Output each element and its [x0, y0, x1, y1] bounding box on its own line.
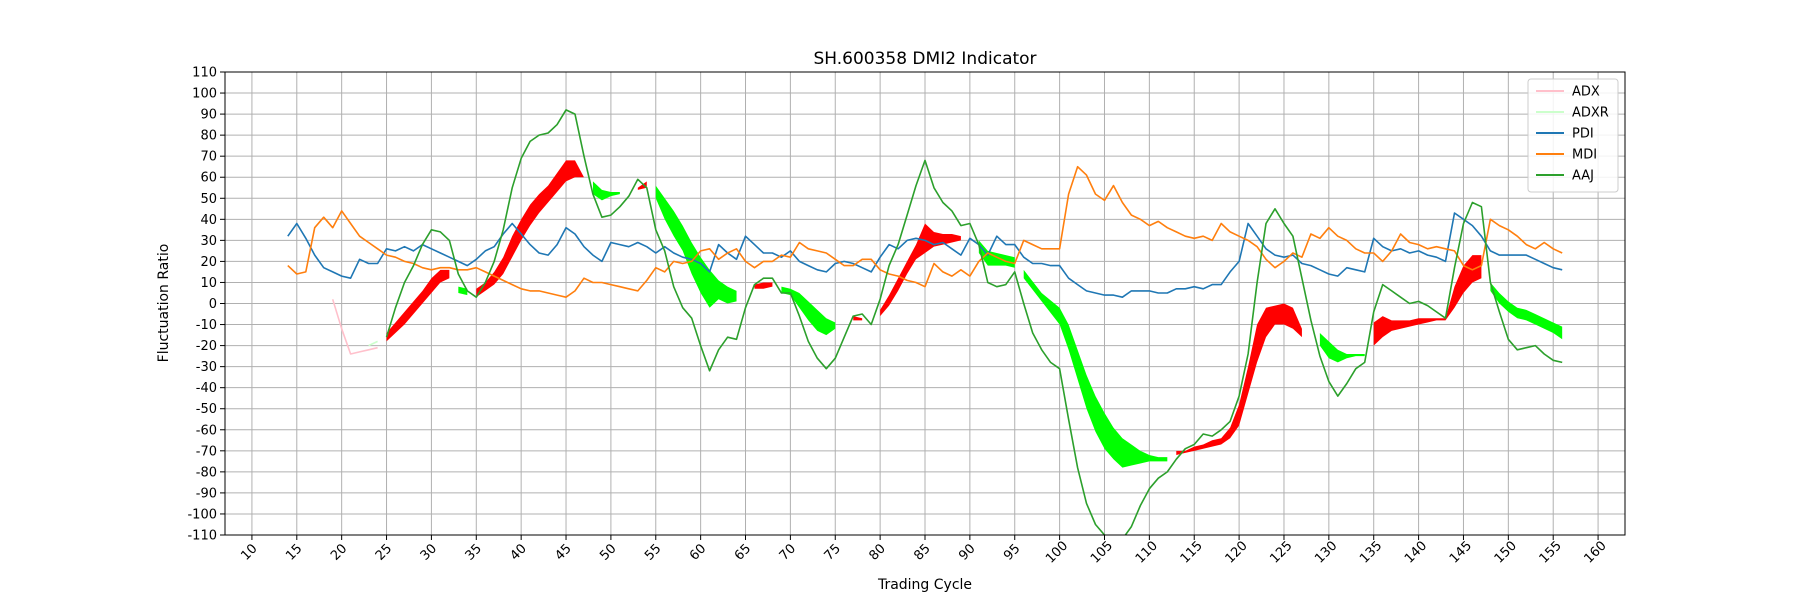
x-tick-label: 125	[1267, 538, 1295, 566]
x-tick-label: 85	[911, 541, 933, 563]
x-tick-label: 140	[1402, 538, 1430, 566]
y-tick-label: 40	[200, 213, 217, 228]
legend-label-mdi: MDI	[1572, 148, 1597, 163]
y-tick-label: -70	[196, 444, 217, 459]
x-tick-label: 40	[508, 541, 530, 563]
fill-band-up	[880, 223, 961, 317]
x-tick-label: 130	[1312, 538, 1340, 566]
y-tick-label: 110	[192, 66, 217, 81]
y-tick-label: -60	[196, 423, 217, 438]
x-tick-label: 80	[866, 541, 888, 563]
x-tick-label: 75	[822, 541, 844, 563]
y-tick-label: -20	[196, 339, 217, 354]
legend: ADX ADXR PDI MDI AAJ	[1527, 78, 1619, 193]
fill-bands	[386, 160, 1563, 468]
y-tick-label: -90	[196, 486, 217, 501]
x-tick-label: 55	[642, 541, 664, 563]
y-tick-label: -30	[196, 360, 217, 375]
fill-band-down	[781, 286, 836, 336]
y-tick-label: -110	[187, 529, 217, 544]
legend-label-adx: ADX	[1572, 85, 1600, 100]
chart-title: SH.600358 DMI2 Indicator	[813, 49, 1036, 69]
series-line-aaj	[385, 109, 1563, 535]
x-tick-label: 65	[732, 541, 754, 563]
x-axis-label: Trading Cycle	[877, 577, 972, 593]
fill-band-down	[1319, 332, 1365, 363]
series-line-mdi	[287, 165, 1563, 298]
legend-label-pdi: PDI	[1572, 127, 1594, 142]
x-tick-label: 105	[1088, 538, 1116, 566]
y-tick-label: 20	[200, 255, 217, 270]
x-tick-label: 100	[1043, 538, 1071, 566]
x-tick-label: 155	[1537, 538, 1565, 566]
y-tick-label: -80	[196, 465, 217, 480]
y-tick-label: 0	[209, 297, 217, 312]
x-tick-label: 30	[418, 541, 440, 563]
x-tick-label: 45	[552, 541, 574, 563]
x-tick-label: 60	[687, 541, 709, 563]
x-tick-label: 25	[373, 541, 395, 563]
x-tick-label: 20	[328, 541, 350, 563]
fill-band-down	[1490, 282, 1563, 340]
series-line-adx	[331, 299, 378, 355]
legend-box	[1527, 78, 1619, 193]
x-axis-ticks: 10 15 20 25 30 35 40 45 50 55 60 65 70 75 80 85 90 95 100 1…	[238, 535, 1610, 567]
legend-label-adxr: ADXR	[1572, 106, 1609, 121]
x-tick-label: 90	[956, 541, 978, 563]
y-tick-label: 60	[200, 171, 217, 186]
y-tick-label: -50	[196, 402, 217, 417]
x-tick-label: 150	[1492, 538, 1520, 566]
fill-band-up	[1176, 303, 1302, 456]
x-tick-label: 160	[1582, 538, 1610, 566]
fill-band-up	[754, 282, 773, 289]
y-tick-label: 80	[200, 129, 217, 144]
series-lines	[287, 109, 1563, 535]
fill-band-down	[592, 181, 620, 201]
x-tick-label: 135	[1357, 538, 1385, 566]
fill-band-down	[655, 185, 737, 308]
x-tick-label: 15	[283, 541, 305, 563]
legend-label-aaj: AAJ	[1572, 169, 1594, 184]
x-tick-label: 50	[597, 541, 619, 563]
fill-band-up	[386, 269, 450, 342]
fill-band-down	[1023, 269, 1168, 468]
fill-band-up	[637, 181, 647, 190]
series-line-adxr	[368, 340, 378, 347]
y-axis-ticks: -110-100-90-80-70-60-50-40-30-20-1001020…	[187, 66, 225, 544]
x-tick-label: 110	[1133, 538, 1161, 566]
y-tick-label: 30	[200, 234, 217, 249]
x-tick-label: 95	[1001, 541, 1023, 563]
fill-band-up	[853, 316, 863, 321]
y-tick-label: -40	[196, 381, 217, 396]
y-tick-label: 10	[200, 276, 217, 291]
y-tick-label: 70	[200, 150, 217, 165]
x-tick-label: 115	[1178, 538, 1206, 566]
y-tick-label: 50	[200, 192, 217, 207]
y-tick-label: 100	[192, 87, 217, 102]
x-tick-label: 10	[238, 541, 260, 563]
y-tick-label: -100	[187, 507, 217, 522]
y-tick-label: 90	[200, 108, 217, 123]
y-tick-label: -10	[196, 318, 217, 333]
x-tick-label: 120	[1223, 538, 1251, 566]
fill-band-up	[1373, 255, 1482, 346]
fill-band-down	[458, 286, 468, 296]
x-tick-label: 70	[777, 541, 799, 563]
fill-band-up	[476, 160, 584, 298]
x-tick-label: 35	[463, 541, 485, 563]
y-axis-label: Fluctuation Ratio	[156, 244, 172, 363]
x-tick-label: 145	[1447, 538, 1475, 566]
